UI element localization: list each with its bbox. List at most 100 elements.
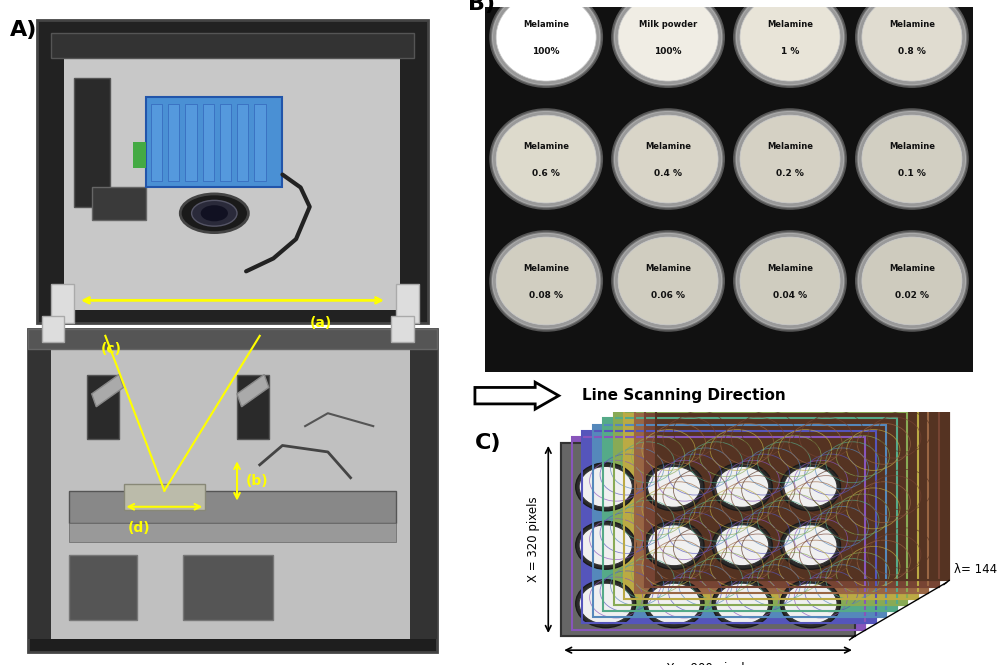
Ellipse shape — [740, 115, 840, 203]
Text: Melamine: Melamine — [523, 21, 569, 29]
Bar — [133, 142, 147, 168]
Ellipse shape — [713, 463, 772, 511]
Ellipse shape — [615, 0, 722, 84]
Ellipse shape — [858, 0, 965, 84]
FancyArrow shape — [475, 382, 559, 409]
Text: Melamine: Melamine — [523, 142, 569, 152]
Bar — [396, 284, 419, 323]
Text: 1 %: 1 % — [780, 47, 799, 57]
Text: 0.08 %: 0.08 % — [529, 291, 563, 300]
Bar — [635, 400, 928, 593]
Text: Melamine: Melamine — [767, 21, 813, 29]
Bar — [69, 555, 137, 620]
Text: Y = 900 pixels: Y = 900 pixels — [666, 662, 750, 665]
Bar — [220, 104, 232, 181]
Bar — [203, 104, 214, 181]
Text: X = 320 pixels: X = 320 pixels — [527, 497, 541, 583]
Ellipse shape — [618, 0, 719, 81]
Bar — [37, 20, 428, 323]
Bar — [614, 412, 907, 605]
Ellipse shape — [737, 112, 843, 207]
Ellipse shape — [716, 583, 768, 624]
Text: 100%: 100% — [655, 47, 682, 57]
Ellipse shape — [740, 0, 840, 81]
Bar — [646, 394, 939, 587]
Ellipse shape — [856, 109, 968, 209]
Ellipse shape — [780, 580, 840, 628]
Text: (b): (b) — [247, 474, 268, 488]
Text: Melamine: Melamine — [645, 264, 691, 273]
Ellipse shape — [612, 231, 725, 331]
Ellipse shape — [648, 466, 701, 507]
Bar — [51, 33, 414, 59]
Ellipse shape — [615, 233, 722, 329]
Bar — [28, 329, 437, 652]
Text: 0.06 %: 0.06 % — [651, 291, 685, 300]
Text: 0.04 %: 0.04 % — [772, 291, 807, 300]
Text: (a): (a) — [309, 317, 332, 331]
Text: B): B) — [468, 0, 495, 15]
Ellipse shape — [579, 583, 633, 624]
Bar — [183, 555, 273, 620]
Ellipse shape — [496, 237, 596, 325]
Ellipse shape — [780, 521, 840, 569]
Bar — [69, 523, 396, 542]
Bar — [42, 317, 65, 342]
Bar — [614, 412, 907, 605]
Text: 0.2 %: 0.2 % — [776, 169, 804, 178]
Bar — [51, 348, 409, 639]
Bar — [593, 424, 886, 617]
Bar — [74, 78, 110, 207]
Text: 0.6 %: 0.6 % — [532, 169, 560, 178]
Ellipse shape — [644, 463, 704, 511]
Bar — [593, 424, 886, 617]
Text: Melamine: Melamine — [889, 264, 935, 273]
Ellipse shape — [192, 200, 238, 226]
Bar — [168, 104, 180, 181]
Ellipse shape — [496, 0, 596, 81]
Ellipse shape — [644, 521, 704, 569]
Text: C): C) — [475, 433, 501, 453]
Ellipse shape — [713, 521, 772, 569]
Bar — [409, 348, 437, 639]
Ellipse shape — [612, 109, 725, 209]
Ellipse shape — [783, 466, 837, 507]
Text: Melamine: Melamine — [767, 264, 813, 273]
Bar — [146, 97, 282, 188]
Ellipse shape — [856, 0, 968, 87]
Text: 0.02 %: 0.02 % — [895, 291, 929, 300]
Text: Melamine: Melamine — [767, 142, 813, 152]
Bar — [561, 443, 854, 636]
Text: 0.1 %: 0.1 % — [898, 169, 926, 178]
Bar — [124, 484, 206, 510]
Bar — [583, 431, 876, 624]
Ellipse shape — [734, 0, 846, 87]
Ellipse shape — [648, 525, 701, 566]
Bar — [151, 104, 162, 181]
Bar — [603, 418, 896, 611]
Ellipse shape — [862, 0, 962, 81]
Ellipse shape — [737, 0, 843, 84]
Ellipse shape — [734, 231, 846, 331]
Polygon shape — [92, 374, 124, 407]
Bar — [561, 443, 854, 636]
Ellipse shape — [576, 521, 636, 569]
Text: Melamine: Melamine — [889, 21, 935, 29]
Ellipse shape — [576, 463, 636, 511]
Text: λ= 144 bands: λ= 144 bands — [954, 563, 998, 577]
Bar — [238, 374, 268, 439]
Ellipse shape — [716, 525, 768, 566]
Ellipse shape — [648, 583, 701, 624]
Text: A): A) — [10, 20, 37, 40]
Ellipse shape — [618, 237, 719, 325]
Ellipse shape — [618, 115, 719, 203]
Bar — [254, 104, 265, 181]
Text: Milk powder: Milk powder — [639, 21, 698, 29]
Ellipse shape — [490, 231, 602, 331]
Ellipse shape — [734, 109, 846, 209]
Bar — [186, 104, 197, 181]
Bar — [603, 418, 896, 611]
Ellipse shape — [201, 205, 228, 221]
Text: Melamine: Melamine — [645, 142, 691, 152]
Ellipse shape — [493, 0, 600, 84]
